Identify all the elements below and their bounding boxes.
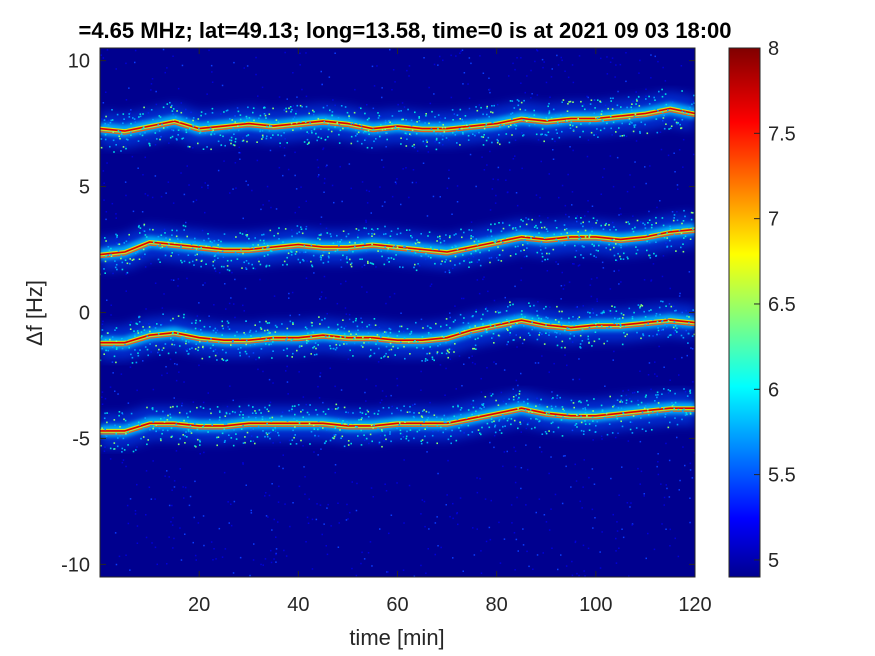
x-tick-label: 20: [188, 594, 210, 616]
x-axis-ticks: 20 40 60 80 100 120: [188, 48, 712, 616]
colorbar-tick-label: 6.5: [768, 294, 796, 316]
signal-trace: [100, 319, 695, 344]
x-axis-label: time [min]: [349, 625, 444, 650]
y-tick-label: -5: [72, 428, 90, 450]
y-tick-label: 5: [79, 177, 90, 199]
colorbar-tick-label: 6: [768, 379, 779, 401]
colorbar-tick-label: 8: [768, 38, 779, 60]
y-tick-label: 0: [79, 303, 90, 325]
y-axis-ticks: 10 5 0 -5 -10: [61, 51, 695, 576]
y-tick-label: 10: [68, 51, 90, 73]
x-tick-label: 100: [579, 594, 612, 616]
signal-trace-secondary: [100, 110, 695, 135]
colorbar-ticks: 8 7.5 7 6.5 6 5.5 5: [754, 38, 796, 572]
x-tick-label: 120: [678, 594, 711, 616]
x-tick-label: 60: [386, 594, 408, 616]
x-tick-label: 80: [486, 594, 508, 616]
colorbar-tick-label: 5: [768, 550, 779, 572]
colorbar-tick-label: 7.5: [768, 123, 796, 145]
signal-bands: [100, 88, 695, 453]
signal-trace: [100, 407, 695, 432]
y-axis-label: Δf [Hz]: [22, 280, 47, 346]
signal-trace-secondary: [100, 231, 695, 259]
chart-title: =4.65 MHz; lat=49.13; long=13.58, time=0…: [78, 18, 731, 43]
signal-trace-secondary: [100, 410, 695, 435]
colorbar: [728, 47, 761, 578]
signal-trace-secondary: [100, 322, 695, 347]
colorbar-tick-label: 7: [768, 209, 779, 231]
x-tick-label: 40: [287, 594, 309, 616]
y-tick-label: -10: [61, 554, 90, 576]
colorbar-tick-label: 5.5: [768, 465, 796, 487]
